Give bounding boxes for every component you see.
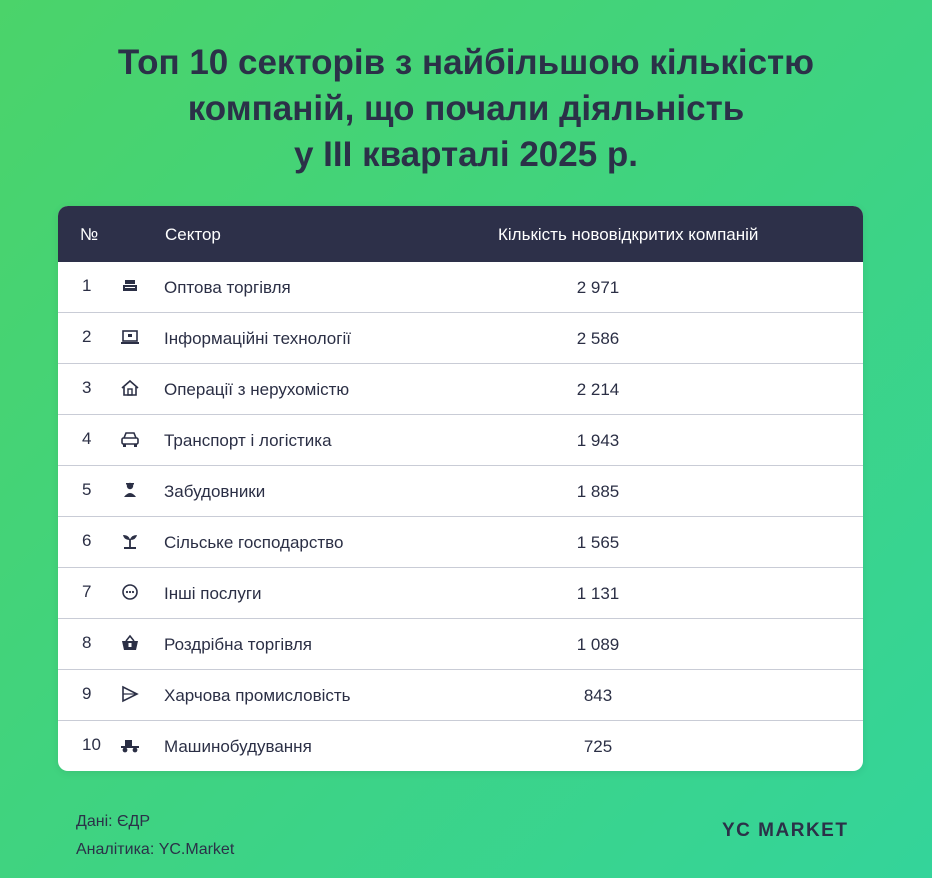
car-icon xyxy=(120,430,140,448)
row-number: 2 xyxy=(82,327,92,346)
row-sector: Інші послуги xyxy=(164,584,262,603)
row-sector: Харчова промисловість xyxy=(164,686,351,705)
table-row: 10 Машинобудування 725 xyxy=(58,720,863,771)
basket-icon xyxy=(120,634,140,652)
table-row: 4 Транспорт і логістика 1 943 xyxy=(58,414,863,465)
row-number: 10 xyxy=(82,735,101,754)
row-count: 1 089 xyxy=(576,635,620,654)
row-number: 7 xyxy=(82,582,92,601)
table-header: № Сектор Кількість нововідкритих компані… xyxy=(58,206,863,262)
row-count: 1 131 xyxy=(576,584,620,603)
header-sector: Сектор xyxy=(165,225,221,244)
table-row: 7 Інші послуги 1 131 xyxy=(58,567,863,618)
row-number: 1 xyxy=(82,276,92,295)
row-sector: Операції з нерухомістю xyxy=(164,380,350,399)
table-row: 8 Роздрібна торгівля 1 089 xyxy=(58,618,863,669)
row-count: 1 885 xyxy=(576,482,620,501)
sprout-icon xyxy=(120,532,140,550)
row-count: 2 971 xyxy=(576,278,620,297)
row-sector: Забудовники xyxy=(164,482,266,501)
laptop-icon xyxy=(120,328,140,346)
title-line-2: компаній, що почали діяльність xyxy=(187,89,745,128)
food-icon xyxy=(120,685,140,703)
title-line-3: у III кварталі 2025 р. xyxy=(293,135,639,174)
source-text: Дані: ЄДР xyxy=(76,813,151,830)
header-count: Кількість нововідкритих компаній xyxy=(498,225,759,244)
analytics-text: Аналітика: YC.Market xyxy=(76,841,235,858)
row-number: 4 xyxy=(82,429,92,448)
table-row: 2 Інформаційні технології 2 586 xyxy=(58,312,863,363)
table-row: 1 Оптова торгівля 2 971 xyxy=(58,262,863,312)
footer-credits: Дані: ЄДР Аналітика: YC.Market xyxy=(76,808,234,864)
table-row: 3 Операції з нерухомістю 2 214 xyxy=(58,363,863,414)
row-number: 5 xyxy=(82,480,92,499)
table-body: 1 Оптова торгівля 2 971 2 Інформаційні техно… xyxy=(58,262,863,771)
row-count: 843 xyxy=(583,686,613,705)
wholesale-icon xyxy=(120,277,140,295)
row-count: 2 214 xyxy=(576,380,620,399)
row-sector: Оптова торгівля xyxy=(164,278,291,297)
row-number: 9 xyxy=(82,684,92,703)
header-num: № xyxy=(80,225,99,244)
row-count: 1 943 xyxy=(576,431,620,450)
house-icon xyxy=(120,379,140,397)
tractor-icon xyxy=(120,736,140,754)
row-count: 2 586 xyxy=(576,329,620,348)
more-icon xyxy=(120,583,140,601)
row-sector: Транспорт і логістика xyxy=(164,431,332,450)
row-number: 3 xyxy=(82,378,92,397)
row-sector: Сільське господарство xyxy=(164,533,344,552)
row-number: 8 xyxy=(82,633,92,652)
table-row: 9 Харчова промисловість 843 xyxy=(58,669,863,720)
row-sector: Машинобудування xyxy=(164,737,312,756)
sector-table: № Сектор Кількість нововідкритих компані… xyxy=(58,206,863,771)
table-row: 5 Забудовники 1 885 xyxy=(58,465,863,516)
title-line-1: Топ 10 секторів з найбільшою кількістю xyxy=(117,43,815,82)
row-count: 1 565 xyxy=(576,533,620,552)
row-number: 6 xyxy=(82,531,92,550)
brand-logo: YC MARKET xyxy=(722,820,849,841)
row-sector: Інформаційні технології xyxy=(164,329,351,348)
row-count: 725 xyxy=(583,737,613,756)
page-title: Топ 10 секторів з найбільшою кількістю к… xyxy=(0,40,932,178)
builder-icon xyxy=(120,481,140,499)
row-sector: Роздрібна торгівля xyxy=(164,635,312,654)
table-row: 6 Сільське господарство 1 565 xyxy=(58,516,863,567)
